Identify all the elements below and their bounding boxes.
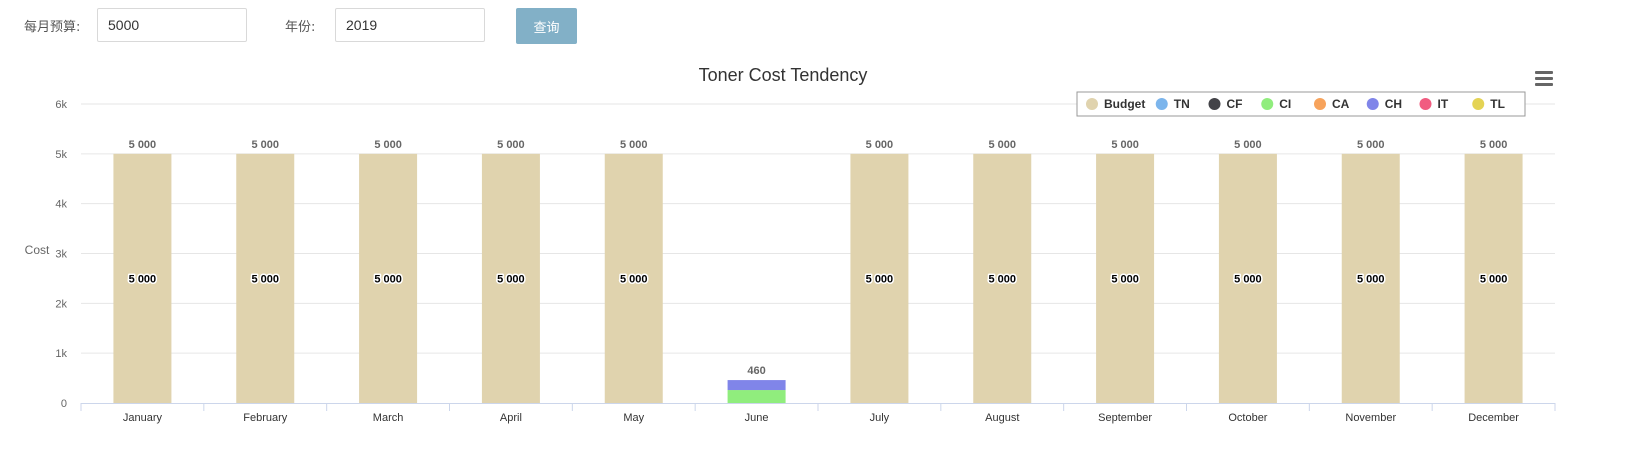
legend-label: CA — [1332, 97, 1350, 111]
bar-budget[interactable] — [1464, 153, 1523, 403]
bar-budget[interactable] — [359, 153, 418, 403]
x-tick-label: November — [1345, 412, 1396, 424]
bar-inner-label: 5 000 — [251, 273, 279, 285]
legend-marker — [1366, 98, 1379, 110]
bar-budget[interactable] — [1096, 153, 1155, 403]
legend-box — [1076, 91, 1526, 117]
legend-item-tl[interactable]: TL — [1472, 97, 1505, 111]
query-toolbar: 每月预算: 年份: 查询 — [0, 0, 1649, 50]
x-tick-label: August — [985, 412, 1019, 424]
y-tick-label: 0 — [61, 398, 67, 410]
x-tick-label: October — [1228, 412, 1267, 424]
total-label: 5 000 — [620, 139, 648, 151]
legend-label: Budget — [1104, 97, 1145, 111]
y-tick-label: 1k — [55, 348, 67, 360]
legend-label: CF — [1227, 97, 1243, 111]
total-label: 460 — [747, 365, 765, 377]
year-input[interactable] — [335, 8, 485, 42]
legend-marker — [1472, 98, 1485, 110]
hamburger-menu-icon[interactable] — [1535, 71, 1553, 87]
y-tick-label: 6k — [55, 99, 67, 111]
bar-budget[interactable] — [113, 153, 172, 403]
x-axis: January February March April May June July Augu… — [80, 403, 1556, 424]
data-labels: 5 000 5 000 5 000 5 000 5 000 5 000 5 000 5 000… — [127, 139, 1509, 377]
year-label: 年份: — [285, 20, 316, 35]
total-label: 5 000 — [1111, 139, 1139, 151]
x-tick-label: January — [123, 412, 163, 424]
bar-budget[interactable] — [973, 153, 1032, 403]
bar-inner-label: 5 000 — [988, 273, 1016, 285]
bars — [113, 153, 1523, 403]
bar-inner-label: 5 000 — [1357, 273, 1385, 285]
x-tick-label: June — [745, 412, 769, 424]
bar-budget[interactable] — [1341, 153, 1400, 403]
x-tick-label: February — [243, 412, 288, 424]
bar-inner-label: 5 000 — [620, 273, 648, 285]
budget-input[interactable] — [97, 8, 247, 42]
total-label: 5 000 — [1357, 139, 1385, 151]
total-label: 5 000 — [1234, 139, 1262, 151]
x-tick-label: December — [1468, 412, 1519, 424]
total-label: 5 000 — [374, 139, 402, 151]
total-label: 5 000 — [251, 139, 279, 151]
legend-marker — [1155, 98, 1168, 110]
bar-inner-label: 5 000 — [497, 273, 525, 285]
y-axis-title: Cost — [25, 243, 50, 257]
x-tick-label: March — [373, 412, 404, 424]
legend-item-ca[interactable]: CA — [1314, 97, 1350, 111]
y-tick-label: 2k — [55, 298, 67, 310]
chart-title: Toner Cost Tendency — [699, 65, 868, 85]
legend-item-it[interactable]: IT — [1419, 97, 1449, 111]
legend-marker — [1261, 98, 1274, 110]
bar-inner-label: 5 000 — [1234, 273, 1262, 285]
total-label: 5 000 — [988, 139, 1016, 151]
bar-ci[interactable] — [727, 390, 786, 403]
legend-label: TL — [1490, 97, 1505, 111]
y-tick-label: 4k — [55, 199, 67, 211]
total-label: 5 000 — [129, 139, 157, 151]
x-tick-label: April — [500, 412, 522, 424]
budget-label: 每月预算: — [24, 20, 81, 35]
bar-budget[interactable] — [481, 153, 540, 403]
bar-budget[interactable] — [604, 153, 663, 403]
y-tick-label: 3k — [55, 249, 67, 261]
total-label: 5 000 — [497, 139, 525, 151]
legend-label: TN — [1174, 97, 1190, 111]
y-tick-label: 5k — [55, 149, 67, 161]
bar-inner-label: 5 000 — [866, 273, 894, 285]
bar-inner-label: 5 000 — [374, 273, 402, 285]
legend-marker — [1208, 98, 1221, 110]
legend-item-ci[interactable]: CI — [1261, 97, 1291, 111]
legend-label: CI — [1279, 97, 1291, 111]
bar-budget[interactable] — [850, 153, 909, 403]
legend-label: CH — [1385, 97, 1402, 111]
legend-marker — [1419, 98, 1432, 110]
bar-budget[interactable] — [236, 153, 295, 403]
bar-inner-label: 5 000 — [129, 273, 157, 285]
total-label: 5 000 — [866, 139, 894, 151]
legend-label: IT — [1438, 97, 1449, 111]
query-button[interactable]: 查询 — [516, 8, 577, 44]
bar-budget[interactable] — [1218, 153, 1277, 403]
x-tick-label: July — [870, 412, 890, 424]
bar-ch[interactable] — [727, 380, 786, 391]
legend-marker — [1086, 98, 1098, 110]
legend-marker — [1314, 98, 1326, 110]
total-label: 5 000 — [1480, 139, 1508, 151]
x-tick-label: September — [1098, 412, 1152, 424]
bar-inner-label: 5 000 — [1480, 273, 1508, 285]
grid-lines: 0 1k 2k 3k 4k 5k 6k — [55, 99, 1555, 410]
x-tick-label: May — [623, 412, 644, 424]
legend-item-cf[interactable]: CF — [1208, 97, 1243, 111]
legend-item-ch[interactable]: CH — [1366, 97, 1402, 111]
bar-inner-label: 5 000 — [1111, 273, 1139, 285]
legend-item-budget[interactable]: Budget — [1086, 97, 1145, 111]
legend-item-tn[interactable]: TN — [1155, 97, 1190, 111]
legend: Budget TN CF CI CA CH IT TL — [1076, 91, 1526, 117]
